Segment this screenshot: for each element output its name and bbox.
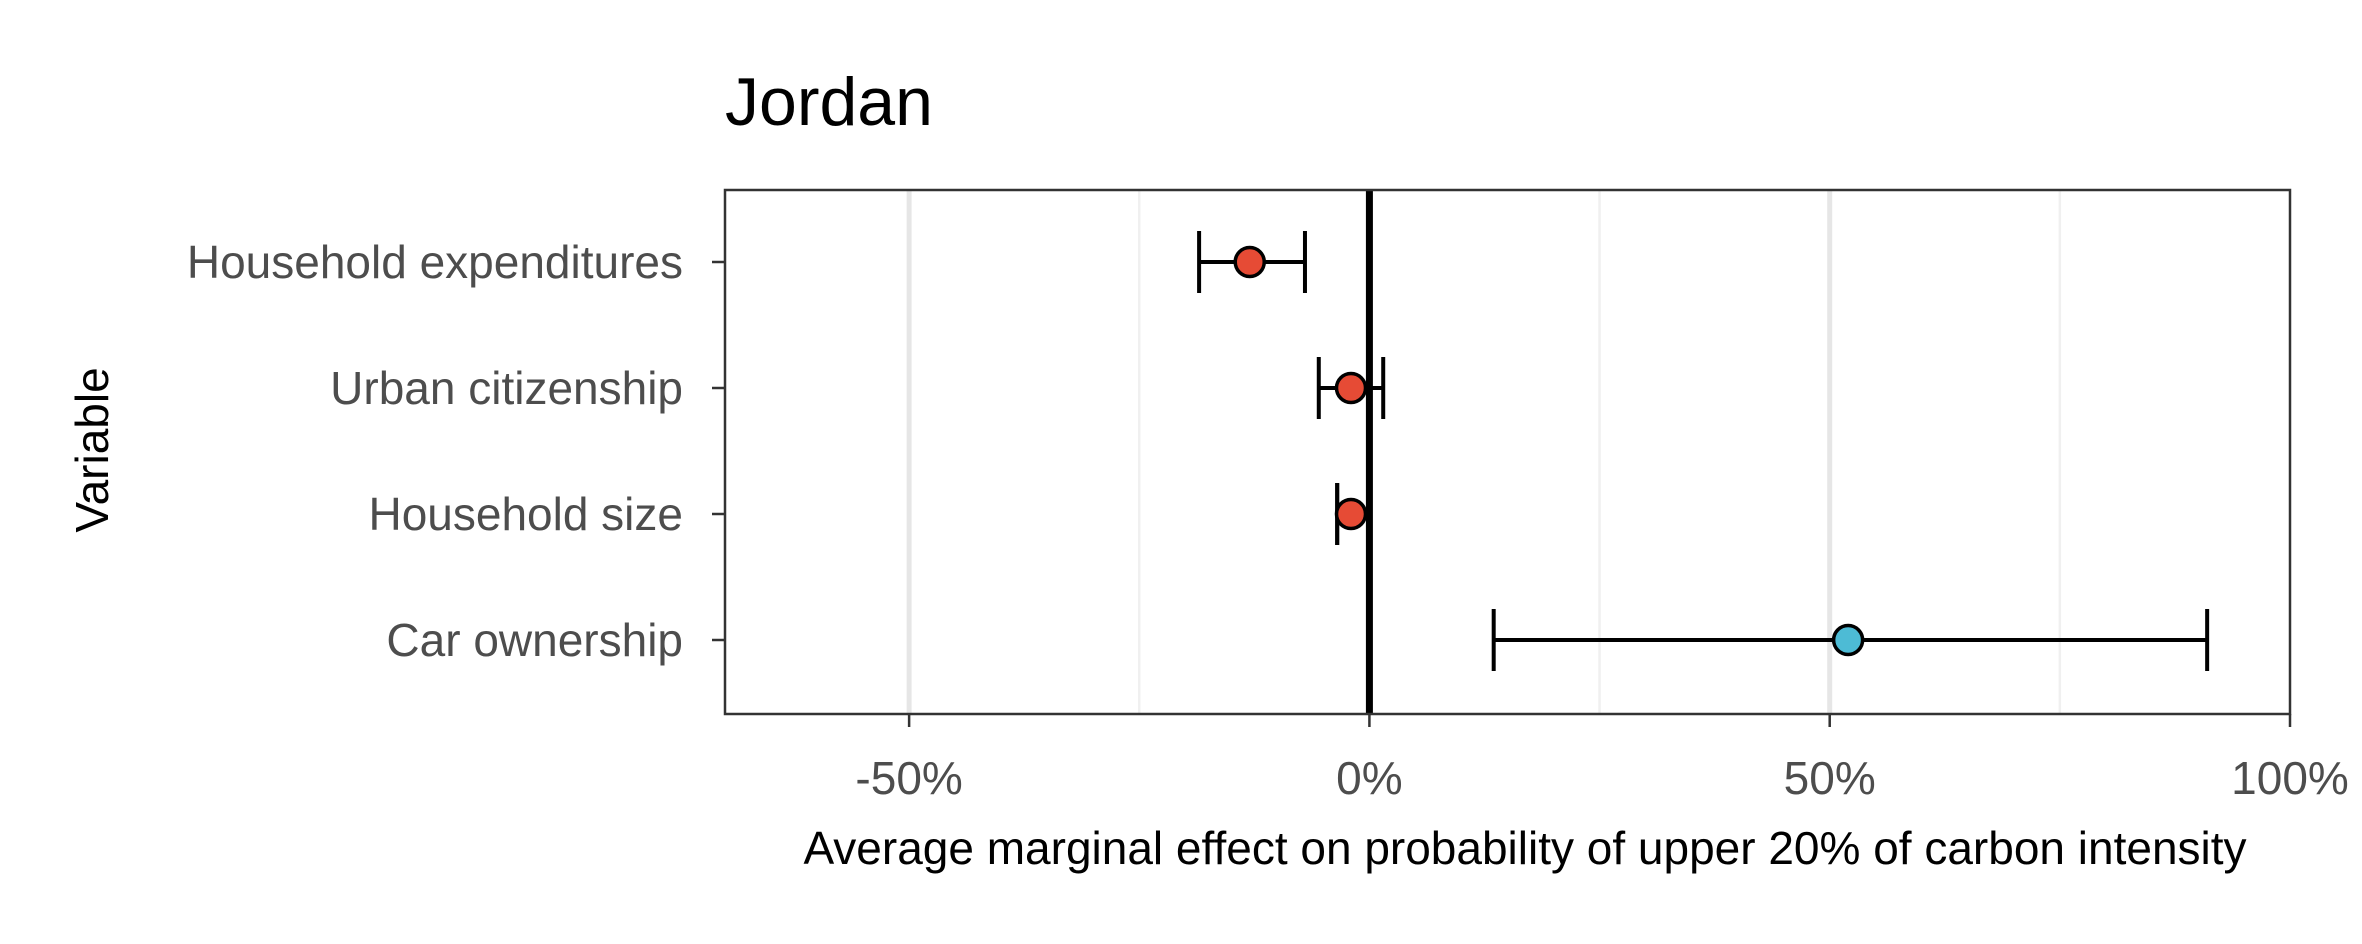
estimate-point [1233, 245, 1266, 279]
chart-title: Jordan [725, 64, 933, 140]
plot-border [723, 188, 2292, 716]
y-tick-label: Household size [368, 488, 683, 540]
plot-area: Household expenditures Urban citizenship H… [187, 188, 2349, 804]
x-tick-label: -50% [855, 752, 962, 804]
x-axis-title: Average marginal effect on probability o… [803, 822, 2246, 874]
x-tick-label: 50% [1784, 752, 1876, 804]
estimate-point [1334, 497, 1368, 531]
estimate-point [1831, 623, 1865, 657]
x-tick-label: 100% [2231, 752, 2349, 804]
estimate-point [1334, 371, 1368, 405]
y-tick-label: Urban citizenship [330, 362, 683, 414]
y-tick-label: Household expenditures [187, 236, 683, 288]
x-tick-label: 0% [1336, 752, 1402, 804]
y-axis-title: Variable [66, 367, 118, 532]
plot-background [725, 190, 2290, 714]
y-tick-label: Car ownership [386, 614, 683, 666]
